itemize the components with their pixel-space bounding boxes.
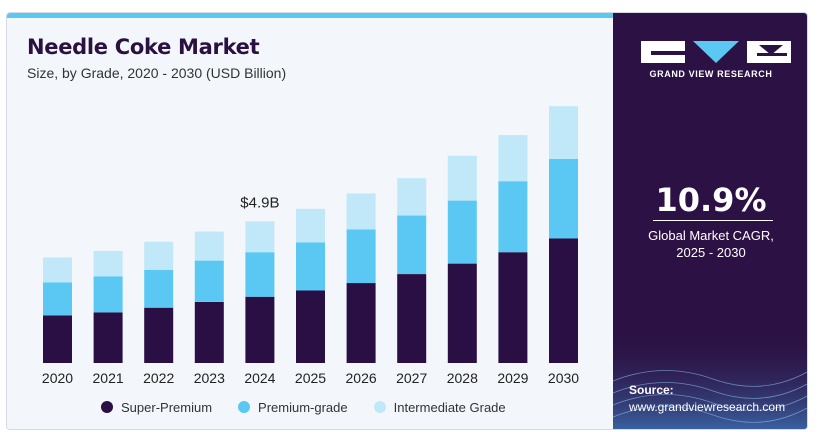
legend-swatch	[373, 401, 386, 413]
bar-2026-intermediate-grade	[346, 193, 376, 230]
bar-2025-premium-grade	[296, 242, 325, 291]
legend-item: Premium-grade	[238, 400, 348, 415]
source-label: Source:	[629, 383, 674, 397]
cagr-label: Global Market CAGR, 2025 - 2030	[613, 227, 807, 261]
bar-2030-premium-grade	[549, 159, 578, 239]
chart-subtitle: Size, by Grade, 2020 - 2030 (USD Billion…	[27, 65, 287, 81]
bar-2021-premium-grade	[93, 276, 123, 313]
bar-2020-intermediate-grade	[43, 257, 72, 283]
divider	[653, 220, 773, 221]
bar-2022-super-premium	[144, 307, 174, 363]
bar-2027-intermediate-grade	[397, 178, 427, 216]
brand-name: GRAND VIEW RESEARCH	[649, 69, 773, 79]
x-tick-label: 2025	[295, 370, 326, 386]
legend-swatch	[238, 401, 251, 413]
bar-2029-super-premium	[498, 252, 528, 363]
x-tick-label: 2028	[447, 370, 478, 386]
x-tick-label: 2027	[396, 370, 427, 386]
side-panel: GRAND VIEW RESEARCH 10.9% Global Market …	[613, 13, 807, 429]
bar-2023-intermediate-grade	[194, 231, 224, 261]
bar-2021-intermediate-grade	[93, 250, 123, 277]
legend-label: Premium-grade	[258, 399, 348, 415]
data-label-annotation: $4.9B	[240, 194, 279, 211]
x-tick-label: 2024	[244, 370, 275, 386]
infographic-card: Needle Coke Market Size, by Grade, 2020 …	[6, 12, 808, 430]
bar-2022-premium-grade	[144, 269, 174, 308]
bar-2025-intermediate-grade	[296, 208, 325, 243]
x-tick-label: 2021	[93, 370, 124, 386]
bar-2028-intermediate-grade	[447, 155, 477, 201]
bar-2030-intermediate-grade	[549, 106, 578, 159]
x-tick-label: 2023	[194, 370, 225, 386]
bar-2028-premium-grade	[447, 200, 477, 264]
legend-label: Intermediate Grade	[393, 399, 506, 415]
bar-2023-super-premium	[194, 302, 224, 363]
bar-2030-super-premium	[549, 238, 578, 363]
bar-2021-super-premium	[93, 312, 123, 363]
accent-bar	[7, 13, 613, 18]
x-tick-label: 2030	[548, 370, 579, 386]
bar-2024-intermediate-grade	[245, 221, 275, 253]
cagr-label-line1: Global Market CAGR,	[648, 228, 774, 243]
bar-2026-premium-grade	[346, 229, 376, 284]
x-tick-label: 2022	[143, 370, 174, 386]
legend-swatch	[101, 401, 113, 413]
bar-2022-intermediate-grade	[144, 241, 174, 270]
cagr-label-line2: 2025 - 2030	[676, 245, 746, 260]
bar-2024-premium-grade	[245, 252, 275, 297]
bar-2028-super-premium	[447, 263, 477, 363]
source-link[interactable]: www.grandviewresearch.com	[629, 400, 786, 414]
bar-2027-super-premium	[397, 274, 427, 363]
bar-2029-premium-grade	[498, 181, 528, 253]
legend-item: Super-Premium	[101, 400, 212, 415]
x-tick-label: 2026	[346, 370, 377, 386]
brand-logo	[641, 41, 791, 63]
bar-2025-super-premium	[296, 290, 325, 363]
bar-2029-intermediate-grade	[498, 135, 528, 182]
chart-panel: Needle Coke Market Size, by Grade, 2020 …	[7, 13, 613, 429]
legend-label: Super-Premium	[121, 399, 213, 415]
bar-2020-super-premium	[43, 315, 72, 363]
chart-legend: Super-Premium Premium-grade Intermediate G…	[101, 397, 506, 417]
bar-2027-premium-grade	[397, 215, 427, 274]
bar-chart: 2020 2021 2022 2023 2024 2025 2026 2027 2028 2029…	[42, 106, 579, 386]
chart-title: Needle Coke Market	[27, 35, 260, 59]
x-tick-label: 2020	[42, 370, 73, 386]
bar-2023-premium-grade	[194, 260, 224, 302]
bar-2020-premium-grade	[43, 282, 72, 316]
bar-2026-super-premium	[346, 283, 376, 363]
cagr-value: 10.9%	[655, 181, 767, 219]
legend-item: Intermediate Grade	[373, 399, 506, 415]
bar-2024-super-premium	[245, 296, 275, 363]
x-tick-label: 2029	[497, 370, 528, 386]
wave-decoration	[613, 331, 807, 429]
